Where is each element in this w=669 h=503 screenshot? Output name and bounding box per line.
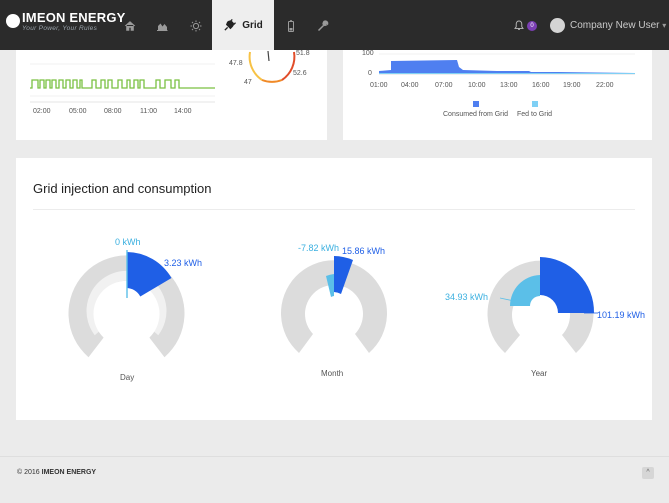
avatar[interactable]	[550, 18, 565, 33]
section-title: Grid injection and consumption	[33, 181, 212, 196]
tab-grid-label: Grid	[242, 19, 263, 31]
copyright-year: © 2016	[17, 469, 40, 476]
legend-fed-swatch	[532, 101, 538, 107]
day-caption: Day	[120, 373, 135, 382]
sun-icon[interactable]	[189, 19, 203, 33]
energy-flow-panel: 100 0 01:00 04:00 07:00 10:00 13:00 16:0…	[343, 50, 652, 140]
grid-chart-x-tick: 08:00	[104, 108, 122, 115]
footer: © 2016 IMEON ENERGY ^	[0, 456, 669, 503]
user-name: Company New User	[570, 20, 660, 31]
chevron-down-icon: ▾	[662, 21, 667, 30]
bar-chart-icon[interactable]	[155, 19, 169, 33]
grid-chart-x-tick: 14:00	[174, 108, 192, 115]
bell-icon[interactable]	[514, 20, 524, 31]
grid-chart-x-tick: 05:00	[69, 108, 87, 115]
month-gauge	[281, 256, 387, 353]
brand-name: IMEON ENERGY	[22, 10, 126, 25]
gauge-tick: 47	[244, 79, 252, 86]
day-consumed-label: 3.23 kWh	[164, 258, 203, 268]
legend-fed-label[interactable]: Fed to Grid	[517, 111, 553, 118]
day-gauge	[68, 250, 185, 358]
gauge-tick: 52.6	[293, 70, 307, 77]
grid-chart-x-tick: 11:00	[140, 108, 157, 115]
chevron-up-icon: ^	[646, 469, 650, 476]
month-caption: Month	[321, 369, 344, 378]
day-injected-label: 0 kWh	[115, 237, 141, 247]
copyright: © 2016 IMEON ENERGY	[17, 469, 96, 476]
energy-chart-x-tick: 07:00	[435, 82, 453, 89]
scroll-top-button[interactable]: ^	[642, 467, 654, 479]
energy-chart-x-tick: 10:00	[468, 82, 486, 89]
user-menu[interactable]: Company New User ▾	[570, 20, 666, 31]
month-injected-label: -7.82 kWh	[298, 243, 340, 253]
energy-chart-x-tick: 19:00	[563, 82, 581, 89]
year-caption: Year	[531, 369, 548, 378]
year-injected-label: 34.93 kWh	[445, 292, 489, 302]
energy-chart-x-tick: 22:00	[596, 82, 614, 89]
tab-grid[interactable]: Grid	[212, 0, 274, 50]
grid-availability-chart	[30, 63, 215, 103]
month-consumed-label: 15.86 kWh	[342, 246, 386, 256]
energy-chart-y-tick: 100	[362, 50, 374, 57]
plug-icon	[224, 18, 237, 31]
section-divider	[33, 209, 635, 210]
frequency-gauge	[248, 50, 296, 83]
battery-icon[interactable]	[284, 19, 298, 33]
gauge-tick: 51.8	[296, 50, 310, 57]
brand-tagline: Your Power, Your Rules	[22, 25, 98, 32]
copyright-company: IMEON ENERGY	[41, 469, 97, 476]
energy-chart-x-tick: 01:00	[370, 82, 388, 89]
grid-status-panel: 02:00 05:00 08:00 11:00 14:00 47.8 47 51…	[16, 50, 327, 140]
energy-chart-x-tick: 13:00	[500, 82, 518, 89]
gauge-tick: 47.8	[229, 60, 243, 67]
energy-area-chart	[379, 53, 635, 75]
energy-chart-x-tick: 16:00	[532, 82, 550, 89]
wrench-icon[interactable]	[316, 19, 330, 33]
year-consumed-label: 101.19 kWh	[597, 310, 646, 320]
gauge-needle	[267, 50, 270, 62]
grid-availability-series	[30, 79, 215, 89]
legend-consumed-label[interactable]: Consumed from Grid	[443, 111, 508, 118]
brand-logo[interactable]: IMEON ENERGY Your Power, Your Rules	[6, 11, 126, 33]
consumed-area	[379, 60, 635, 74]
top-navbar: IMEON ENERGY Your Power, Your Rules Grid	[0, 0, 669, 50]
legend-consumed-swatch	[473, 101, 479, 107]
home-icon[interactable]	[123, 19, 137, 33]
year-gauge	[487, 257, 598, 353]
grid-chart-x-tick: 02:00	[33, 108, 51, 115]
energy-chart-y-tick: 0	[368, 70, 372, 77]
logo-mark	[6, 14, 20, 28]
energy-chart-x-tick: 04:00	[401, 82, 419, 89]
notification-badge: 0	[527, 21, 537, 31]
